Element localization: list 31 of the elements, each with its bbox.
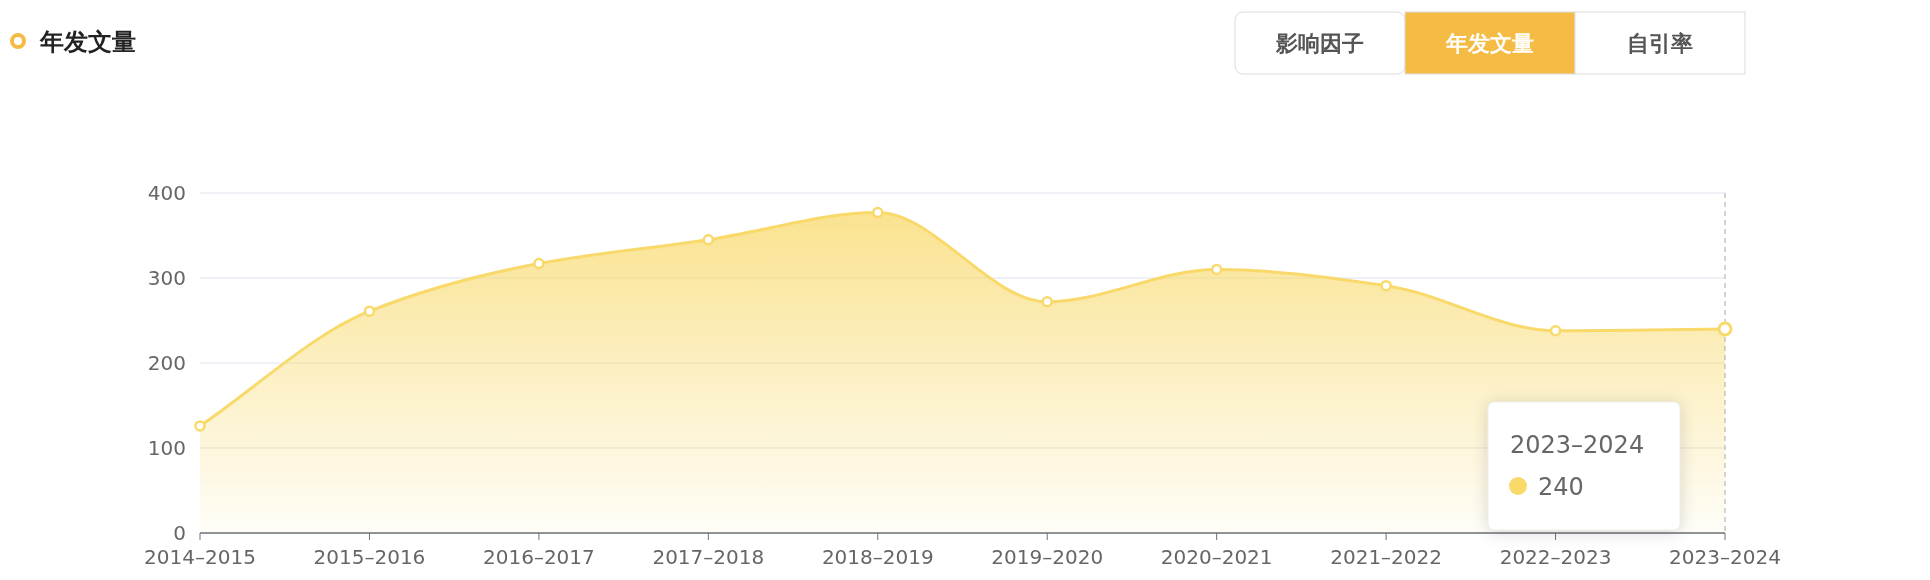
point	[1041, 296, 1053, 308]
point	[1210, 263, 1223, 276]
y-tick-label: 200	[147, 351, 186, 375]
y-tick-label: 300	[147, 266, 186, 290]
point	[872, 206, 884, 219]
x-tick-label: 2017–2018	[652, 545, 765, 569]
point	[1549, 324, 1562, 337]
x-tick-label: 2021–2022	[1330, 545, 1443, 569]
annotation: 240	[1538, 473, 1584, 501]
x-tick-label: 2018–2019	[821, 545, 934, 569]
button: 自引率	[1574, 11, 1746, 75]
y-tick-label: 0	[173, 521, 186, 545]
x-tick-label: 2020–2021	[1160, 545, 1273, 569]
x-tick-label: 2023–2024	[1669, 545, 1781, 569]
x-tick-label: 2022–2023	[1499, 545, 1612, 569]
x-tick-label: 2014–2015	[144, 545, 256, 569]
point	[194, 420, 206, 432]
y-tick-label: 400	[147, 181, 186, 205]
tooltip: 2023–2024 240	[1487, 401, 1681, 531]
button: 年发文量	[1404, 11, 1576, 75]
button: 影响因子	[1234, 11, 1406, 75]
chart-title: 年发文量	[39, 28, 136, 56]
point	[702, 234, 715, 246]
title: 年发文量	[10, 28, 136, 56]
point	[1380, 279, 1392, 292]
y-tick-label: 100	[147, 436, 186, 460]
x-tick-label: 2015–2016	[313, 545, 426, 569]
x-tick-label: 2019–2020	[991, 545, 1104, 569]
x-tick-label: 2016–2017	[482, 545, 595, 569]
point	[533, 257, 545, 270]
point	[363, 305, 376, 317]
